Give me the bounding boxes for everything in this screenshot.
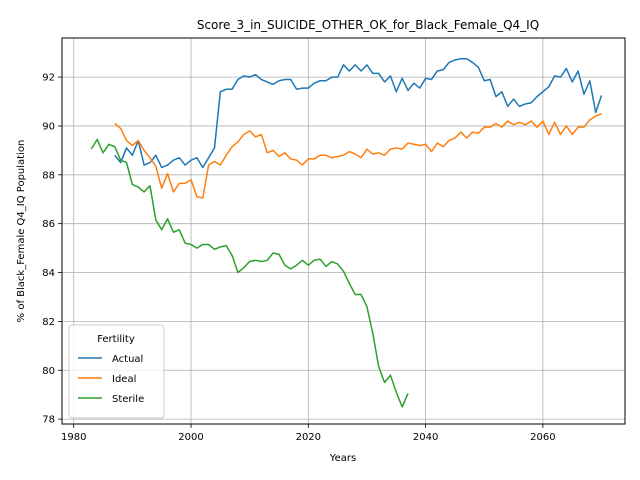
y-axis-label: % of Black_Female Q4_IQ Population <box>16 140 27 323</box>
legend-label-actual: Actual <box>112 354 143 365</box>
x-tick-label: 2040 <box>413 432 438 443</box>
y-tick-label: 88 <box>42 170 55 181</box>
y-tick-label: 92 <box>42 73 55 84</box>
x-tick-label: 1980 <box>61 432 86 443</box>
legend-label-sterile: Sterile <box>112 394 144 405</box>
plot-frame <box>61 37 626 425</box>
series-lines <box>90 58 603 408</box>
y-tick-label: 80 <box>42 366 55 377</box>
chart-title: Score_3_in_SUICIDE_OTHER_OK_for_Black_Fe… <box>197 18 539 32</box>
series-line-ideal <box>114 113 602 199</box>
legend-label-ideal: Ideal <box>112 374 136 385</box>
y-tick-label: 86 <box>42 219 55 230</box>
legend-entries: Actual Ideal Sterile <box>78 354 144 405</box>
legend-box <box>68 324 165 419</box>
legend: Fertility Actual Ideal Sterile <box>68 324 165 419</box>
x-tick-label: 2000 <box>178 432 203 443</box>
x-axis-ticks: 1980 2000 2020 2040 2060 <box>61 424 556 443</box>
y-axis-ticks: 78 80 82 84 86 88 90 92 <box>42 73 62 426</box>
y-tick-label: 90 <box>42 121 55 132</box>
y-tick-label: 82 <box>42 317 55 328</box>
y-tick-label: 78 <box>42 415 55 426</box>
y-tick-label: 84 <box>42 268 55 279</box>
legend-title: Fertility <box>97 334 135 345</box>
series-line-sterile <box>90 138 409 408</box>
series-line-actual <box>114 58 603 169</box>
x-axis-label: Years <box>329 453 356 464</box>
x-tick-label: 2060 <box>530 432 555 443</box>
x-tick-label: 2020 <box>296 432 321 443</box>
